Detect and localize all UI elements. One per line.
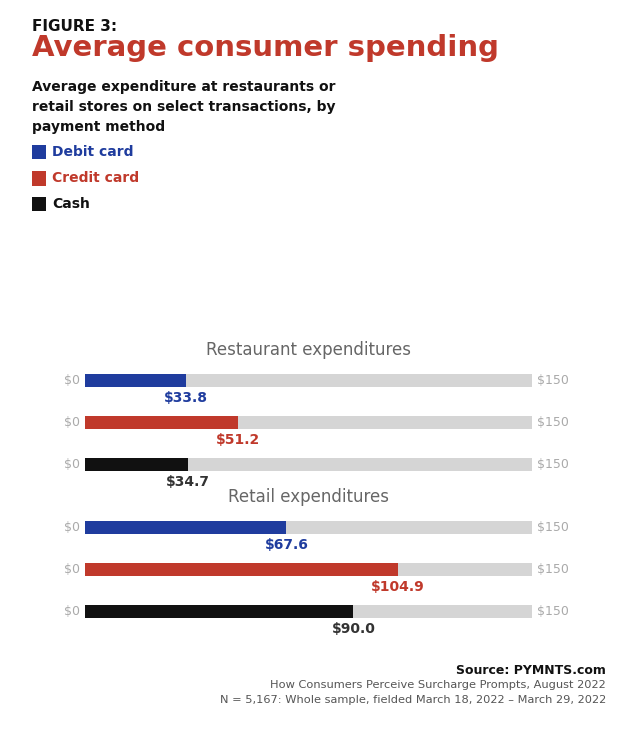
Text: $0: $0 — [64, 521, 80, 534]
Bar — [85, 605, 353, 618]
Text: $0: $0 — [64, 605, 80, 618]
Text: $33.8: $33.8 — [163, 392, 207, 405]
Text: Cash: Cash — [52, 197, 90, 211]
Text: $51.2: $51.2 — [216, 433, 260, 447]
Text: $0: $0 — [64, 458, 80, 471]
Bar — [85, 563, 533, 576]
Text: Retail expenditures: Retail expenditures — [228, 488, 389, 506]
Bar — [85, 521, 533, 534]
Text: FIGURE 3:: FIGURE 3: — [32, 19, 117, 34]
Bar — [85, 458, 533, 471]
Text: $90.0: $90.0 — [331, 622, 375, 636]
Text: $150: $150 — [537, 563, 568, 576]
Bar — [85, 521, 286, 534]
Text: $34.7: $34.7 — [167, 476, 211, 489]
Text: Debit card: Debit card — [52, 146, 134, 159]
Bar — [85, 374, 533, 387]
Text: $150: $150 — [537, 416, 568, 429]
Text: $150: $150 — [537, 605, 568, 618]
Text: Average expenditure at restaurants or
retail stores on select transactions, by
p: Average expenditure at restaurants or re… — [32, 80, 336, 134]
Bar — [85, 416, 237, 429]
Text: How Consumers Perceive Surcharge Prompts, August 2022: How Consumers Perceive Surcharge Prompts… — [271, 680, 606, 690]
Text: $67.6: $67.6 — [265, 538, 308, 552]
Bar — [85, 563, 398, 576]
Text: $104.9: $104.9 — [371, 580, 425, 594]
Text: $0: $0 — [64, 563, 80, 576]
Bar — [85, 605, 533, 618]
Text: N = 5,167: Whole sample, fielded March 18, 2022 – March 29, 2022: N = 5,167: Whole sample, fielded March 1… — [220, 695, 606, 705]
Text: Average consumer spending: Average consumer spending — [32, 34, 499, 62]
Bar — [85, 458, 188, 471]
Text: Restaurant expenditures: Restaurant expenditures — [206, 341, 411, 359]
Text: $0: $0 — [64, 416, 80, 429]
Text: Source: PYMNTS.com: Source: PYMNTS.com — [456, 664, 606, 676]
Text: Credit card: Credit card — [52, 172, 140, 185]
Text: $150: $150 — [537, 458, 568, 471]
Bar — [85, 416, 533, 429]
Text: $150: $150 — [537, 521, 568, 534]
Text: $150: $150 — [537, 374, 568, 387]
Bar — [85, 374, 186, 387]
Text: $0: $0 — [64, 374, 80, 387]
